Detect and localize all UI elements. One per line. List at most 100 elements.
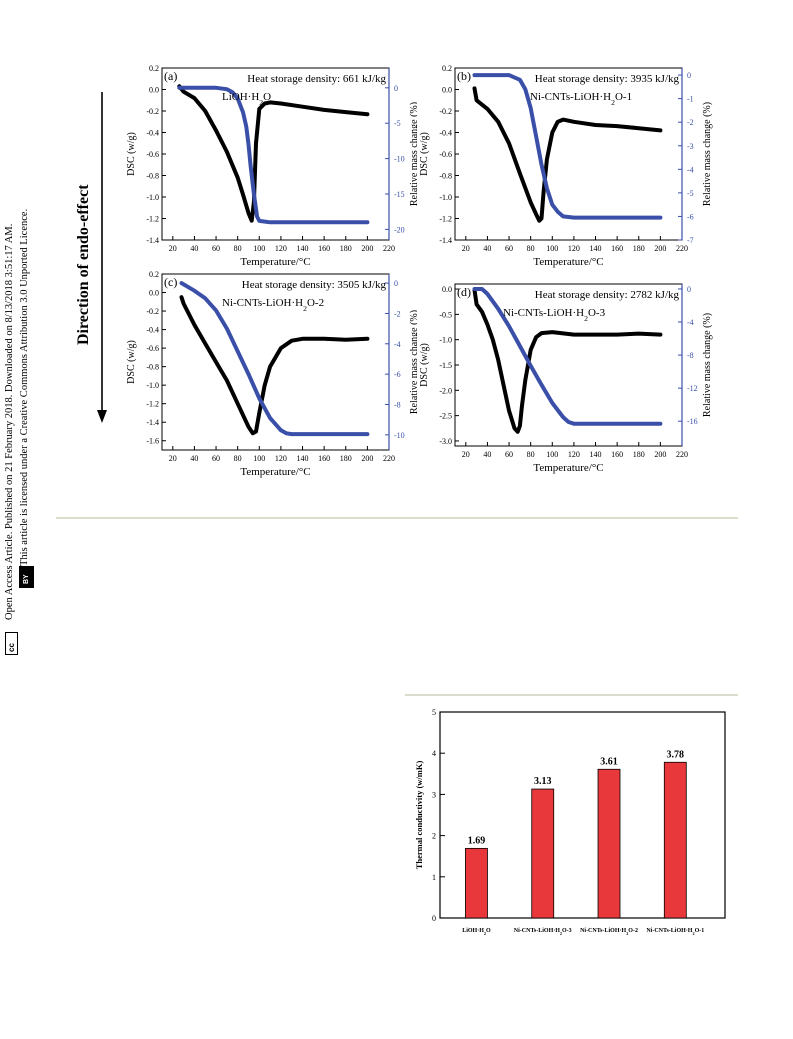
x-tick-label: 20 <box>462 450 470 459</box>
x-axis-label: Temperature/°C <box>533 462 603 474</box>
y-axis-label: DSC (w/g) <box>126 340 137 384</box>
y-tick-label: -0.8 <box>146 172 159 181</box>
x-tick-label: 120 <box>275 454 287 463</box>
panel-label: (d) <box>457 285 471 299</box>
y2-tick-label: -2 <box>687 118 694 127</box>
panel-label: (b) <box>457 69 471 83</box>
category-label: Ni-CNTs-LiOH·H2O-2 <box>580 928 638 936</box>
y-tick-label: -1.0 <box>146 193 159 202</box>
y2-tick-label: -7 <box>687 236 694 245</box>
x-tick-label: 160 <box>611 450 623 459</box>
y-tick-label: -1.0 <box>439 336 452 345</box>
x-tick-label: 80 <box>527 450 535 459</box>
x-tick-label: 100 <box>546 450 558 459</box>
x-tick-label: 60 <box>212 244 220 253</box>
y-tick-label: 0.0 <box>149 86 159 95</box>
sample-name: Ni-CNTs-LiOH·H2O-1 <box>530 91 632 107</box>
y2-tick-label: -1 <box>687 95 694 104</box>
x-tick-label: 220 <box>676 244 688 253</box>
y2-tick-label: -4 <box>394 340 401 349</box>
x-tick-label: 200 <box>361 454 373 463</box>
y2-tick-label: 0 <box>687 285 691 294</box>
x-tick-label: 200 <box>654 450 666 459</box>
y-tick-label: -0.2 <box>146 107 159 116</box>
x-tick-label: 180 <box>633 450 645 459</box>
y-tick-label: -1.2 <box>439 215 452 224</box>
x-tick-label: 220 <box>676 450 688 459</box>
y2-tick-label: -5 <box>687 189 694 198</box>
by-badge[interactable]: BY <box>19 566 34 588</box>
mass-change-line <box>177 85 370 225</box>
y-tick-label: 0.0 <box>149 289 159 298</box>
y2-tick-label: -20 <box>394 225 405 234</box>
y-tick-label: -0.2 <box>439 107 452 116</box>
y-tick-label: 0 <box>432 914 436 923</box>
x-tick-label: 200 <box>361 244 373 253</box>
thermal-conductivity-chart: 0 1 2 3 4 5 1.69 LiOH·H2O 3.13 Ni-CNTs-LiOH·H2O-3… <box>414 708 726 936</box>
y-tick-label: -0.8 <box>146 363 159 372</box>
y-tick-label: 0.2 <box>149 64 159 73</box>
y-tick-label: -1.4 <box>146 236 159 245</box>
y-tick-label: 1 <box>432 873 436 882</box>
y-tick-label: 0.2 <box>149 270 159 279</box>
y-tick-label: -1.2 <box>146 215 159 224</box>
y-tick-label: -1.4 <box>439 236 452 245</box>
x-tick-label: 100 <box>253 244 265 253</box>
y-axis-label: Thermal conductivity (w/mK) <box>414 761 424 870</box>
y-tick-label: -0.4 <box>439 129 452 138</box>
dsc-line <box>179 295 370 436</box>
y-tick-label: -1.4 <box>146 418 159 427</box>
y2-axis-label: Relative mass change (%) <box>409 102 417 206</box>
y-tick-label: 4 <box>432 749 436 758</box>
x-tick-label: 80 <box>234 244 242 253</box>
y-tick-label: -0.5 <box>439 310 452 319</box>
x-tick-label: 20 <box>169 244 177 253</box>
panel-label: (c) <box>164 275 177 289</box>
heat-storage-density: Heat storage density: 3505 kJ/kg <box>242 279 387 291</box>
y2-tick-label: -16 <box>687 417 698 426</box>
y2-tick-label: -4 <box>687 318 694 327</box>
y-tick-label: -1.5 <box>439 361 452 370</box>
x-tick-label: 120 <box>568 244 580 253</box>
y-tick-label: 0.2 <box>442 64 452 73</box>
x-tick-label: 180 <box>633 244 645 253</box>
y2-tick-label: -15 <box>394 190 405 199</box>
bar-value-label: 1.69 <box>468 835 486 846</box>
x-tick-label: 80 <box>527 244 535 253</box>
x-axis-label: Temperature/°C <box>240 466 310 478</box>
bar-value-label: 3.78 <box>667 749 685 760</box>
panel-label: (a) <box>164 69 177 83</box>
y-tick-label: -3.0 <box>439 437 452 446</box>
by-icon: BY <box>23 574 30 584</box>
heat-storage-density: Heat storage density: 3935 kJ/kg <box>535 73 680 85</box>
license-line-licence[interactable]: This article is licensed under a Creativ… <box>19 208 30 566</box>
x-tick-label: 120 <box>568 450 580 459</box>
y-tick-label: 0.0 <box>442 86 452 95</box>
x-tick-label: 100 <box>253 454 265 463</box>
license-line-published: Open Access Article. Published on 21 Feb… <box>4 223 15 620</box>
direction-label: Direction of endo-effect <box>75 184 92 345</box>
bar-plot-frame <box>439 711 726 919</box>
x-tick-label: 120 <box>275 244 287 253</box>
y-tick-label: -1.0 <box>439 193 452 202</box>
y2-axis-label: Relative mass change (%) <box>409 310 417 414</box>
y2-tick-label: -3 <box>687 142 694 151</box>
x-tick-label: 40 <box>190 244 198 253</box>
y-tick-label: -0.8 <box>439 172 452 181</box>
x-tick-label: 160 <box>611 244 623 253</box>
y2-tick-label: 0 <box>687 71 691 80</box>
y2-tick-label: -4 <box>687 165 694 174</box>
x-tick-label: 40 <box>483 450 491 459</box>
x-tick-label: 60 <box>505 450 513 459</box>
category-label: Ni-CNTs-LiOH·H2O-1 <box>646 928 704 936</box>
cc-badge[interactable]: cc <box>5 632 18 655</box>
section-divider-2 <box>405 694 738 696</box>
y-axis-label: DSC (w/g) <box>126 132 137 176</box>
x-tick-label: 220 <box>383 244 395 253</box>
bar <box>663 761 687 919</box>
y2-tick-label: 0 <box>394 279 398 288</box>
y2-tick-label: -10 <box>394 431 405 440</box>
y-tick-label: 3 <box>432 790 436 799</box>
y-axis-label: DSC (w/g) <box>419 132 430 176</box>
sample-name: Ni-CNTs-LiOH·H2O-2 <box>222 297 324 313</box>
